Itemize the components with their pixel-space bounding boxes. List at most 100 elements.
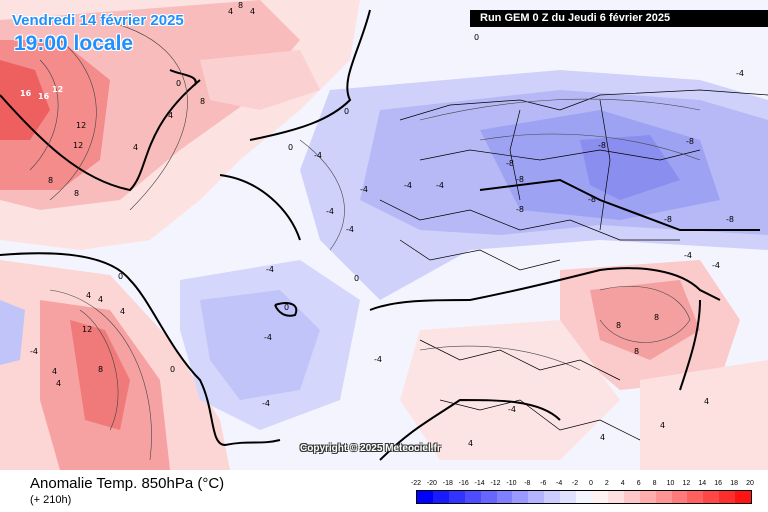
color-scale-legend: -22 -20 -18 -16 -14 -12 -10 -8 -6 -4 -2 0 2 4 6 8 10 12 14… — [411, 480, 754, 504]
valid-time: 19:00 locale — [14, 32, 134, 55]
lead-time: (+ 210h) — [30, 494, 72, 506]
contour-label: 4 — [168, 111, 173, 120]
legend-tick-label: 6 — [636, 480, 641, 487]
contour-label: -4 — [508, 405, 516, 414]
legend-swatch — [703, 491, 720, 503]
contour-label: 4 — [98, 295, 103, 304]
legend-swatch — [607, 491, 624, 503]
contour-label: 4 — [56, 379, 61, 388]
legend-swatch — [496, 491, 513, 503]
contour-label: 8 — [654, 313, 659, 322]
contour-label: -8 — [686, 137, 694, 146]
contour-label: 4 — [228, 7, 233, 16]
cold-core — [580, 135, 680, 200]
contour-label: 16 — [20, 89, 32, 98]
contour-label: 4 — [468, 439, 473, 448]
contour-label: 12 — [73, 141, 83, 150]
legend-tick-label: -16 — [458, 480, 469, 487]
contour-label: 8 — [634, 347, 639, 356]
map-footer: Anomalie Temp. 850hPa (°C) (+ 210h) -22-… — [0, 470, 768, 512]
contour-label-group: 16 16 12 12 12 8 8 8 8 4 4 4 4 4 4 0 0 0… — [20, 1, 744, 448]
temperature-anomaly-map: 16 16 12 12 12 8 8 8 8 4 4 4 4 4 4 0 0 0… — [0, 0, 768, 470]
legend-tick-label: 8 — [652, 480, 657, 487]
contour-label: -4 — [30, 347, 38, 356]
contour-label: 4 — [120, 307, 125, 316]
legend-swatch — [528, 491, 545, 503]
contour-label: -4 — [314, 151, 322, 160]
contour-label: 8 — [74, 189, 79, 198]
legend-tick-label: -6 — [540, 480, 547, 487]
legend-swatch — [448, 491, 465, 503]
legend-swatch — [719, 491, 736, 503]
contour-label: -4 — [712, 261, 720, 270]
contour-label: 0 — [474, 33, 479, 42]
contour-label: -4 — [266, 265, 274, 274]
legend-tick-label: -2 — [571, 480, 579, 487]
contour-label: -8 — [516, 175, 524, 184]
legend-tick-label: -20 — [426, 480, 437, 487]
contour-label: -8 — [506, 159, 514, 168]
contour-label: 4 — [133, 143, 138, 152]
contour-label: 0 — [284, 303, 289, 312]
legend-swatch — [671, 491, 688, 503]
contour-label: -8 — [664, 215, 672, 224]
contour-label: 8 — [200, 97, 205, 106]
contour-label: 0 — [118, 272, 123, 281]
valid-date: Vendredi 14 février 2025 — [12, 12, 184, 29]
legend-swatch — [655, 491, 672, 503]
legend-tick-label: -12 — [490, 480, 501, 487]
contour-label: 4 — [600, 433, 605, 442]
contour-label: 8 — [238, 1, 243, 10]
warm-region — [400, 320, 620, 460]
contour-label: 12 — [76, 121, 86, 130]
cold-region — [0, 300, 25, 365]
legend-tick-label: 2 — [604, 480, 609, 487]
legend-swatch — [512, 491, 529, 503]
contour-label: 8 — [98, 365, 103, 374]
contour-label: 8 — [616, 321, 621, 330]
coastlines — [0, 9, 760, 461]
contour-label: -4 — [374, 355, 382, 364]
contour-label: 8 — [48, 176, 53, 185]
legend-tick-label: -18 — [442, 480, 453, 487]
legend-tick-label: 18 — [730, 480, 738, 487]
contour-label: -4 — [404, 181, 412, 190]
warm-core — [70, 320, 130, 430]
legend-swatch — [560, 491, 577, 503]
legend-tick-label: -22 — [410, 480, 422, 487]
contour-label: 12 — [82, 325, 92, 334]
contour-label: 16 — [38, 92, 50, 101]
legend-tick-label: -8 — [524, 480, 531, 487]
legend-swatch — [464, 491, 481, 503]
legend-swatch — [417, 491, 433, 503]
contour-label: -4 — [436, 181, 444, 190]
legend-swatch — [639, 491, 656, 503]
contour-label: -4 — [736, 69, 744, 78]
cold-region — [200, 290, 320, 400]
legend-tick-label: -10 — [506, 480, 517, 487]
legend-tick-label: 14 — [698, 480, 707, 487]
contour-label: -4 — [684, 251, 692, 260]
product-title: Anomalie Temp. 850hPa (°C) — [30, 475, 225, 492]
legend-tick-label: 16 — [714, 480, 723, 487]
legend-tick-label: 4 — [620, 480, 625, 487]
borders — [379, 89, 768, 441]
legend-ticks: -22 -20 -18 -16 -14 -12 -10 -8 -6 -4 -2 0 2 4 6 8 10 12 14… — [411, 480, 754, 490]
contour-label: 0 — [170, 365, 175, 374]
legend-swatch — [544, 491, 561, 503]
legend-swatch — [623, 491, 640, 503]
contour-label: -4 — [360, 185, 368, 194]
warm-region — [640, 360, 768, 470]
legend-tick-label: -4 — [556, 480, 563, 487]
contour-label: 4 — [704, 397, 709, 406]
legend-swatch — [576, 491, 592, 503]
contour-label: -4 — [264, 333, 272, 342]
legend-tick-label: 20 — [746, 480, 754, 487]
warm-core — [0, 60, 50, 140]
map-canvas: 16 16 12 12 12 8 8 8 8 4 4 4 4 4 4 0 0 0… — [0, 0, 768, 470]
legend-tick-label: 0 — [588, 480, 593, 487]
contour-label: -4 — [262, 399, 270, 408]
contour-label: 4 — [660, 421, 665, 430]
warm-core — [590, 280, 700, 360]
contour-label: 12 — [52, 85, 63, 94]
